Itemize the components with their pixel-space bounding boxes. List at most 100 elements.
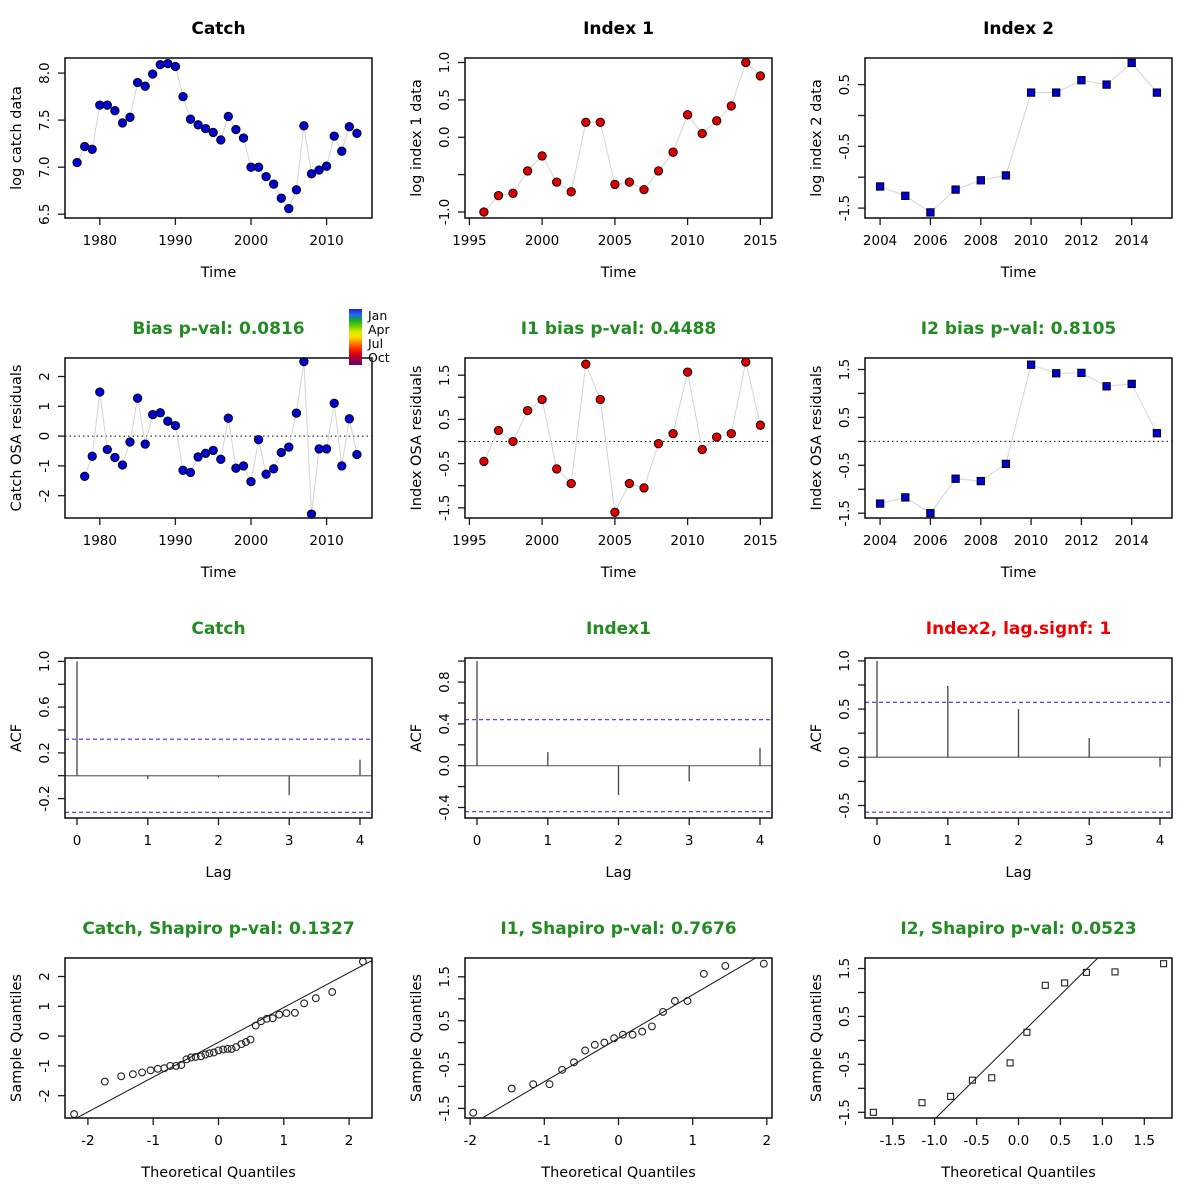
svg-text:2005: 2005	[598, 233, 632, 249]
svg-text:1: 1	[144, 833, 153, 849]
svg-text:-1.5: -1.5	[837, 500, 853, 526]
svg-text:Sample Quantiles: Sample Quantiles	[409, 974, 425, 1102]
svg-text:4: 4	[356, 833, 365, 849]
svg-text:Time: Time	[200, 265, 237, 281]
svg-text:-2: -2	[37, 1089, 53, 1102]
month-color-legend	[349, 309, 362, 365]
plot-svg-catch-qq: Catch, Shapiro p-val: 0.1327 -2 -1 0 1 2 2 1 0 -1…	[9, 919, 373, 1181]
plot-svg-index2-bias: I2 bias p-val: 0.8105 2004 2006 2008 2010 201…	[809, 319, 1173, 581]
svg-text:-1.0: -1.0	[921, 1133, 947, 1149]
svg-text:2006: 2006	[913, 533, 947, 549]
svg-text:1: 1	[37, 402, 53, 411]
svg-text:1980: 1980	[83, 233, 117, 249]
svg-text:2014: 2014	[1115, 533, 1149, 549]
svg-text:Catch: Catch	[191, 19, 245, 39]
svg-text:Theoretical Quantiles: Theoretical Quantiles	[940, 1165, 1096, 1181]
svg-text:2004: 2004	[863, 233, 897, 249]
svg-text:-2: -2	[463, 1133, 476, 1149]
svg-text:0.5: 0.5	[837, 1006, 853, 1027]
svg-text:Jan: Jan	[367, 308, 387, 323]
svg-text:2015: 2015	[743, 533, 777, 549]
svg-text:-1: -1	[37, 1059, 53, 1072]
svg-text:0.8: 0.8	[437, 671, 453, 692]
svg-text:2008: 2008	[964, 233, 998, 249]
svg-text:1.0: 1.0	[437, 52, 453, 73]
svg-text:3: 3	[285, 833, 294, 849]
svg-text:1980: 1980	[83, 533, 117, 549]
svg-text:2000: 2000	[234, 533, 268, 549]
svg-text:1.0: 1.0	[837, 650, 853, 671]
svg-text:2005: 2005	[598, 533, 632, 549]
svg-text:2015: 2015	[743, 233, 777, 249]
svg-text:Lag: Lag	[605, 865, 631, 881]
svg-text:-2: -2	[37, 489, 53, 502]
svg-text:-0.5: -0.5	[437, 1051, 453, 1077]
svg-text:Time: Time	[200, 565, 237, 581]
svg-text:2010: 2010	[670, 533, 704, 549]
svg-text:Index OSA residuals: Index OSA residuals	[809, 366, 825, 511]
svg-text:-0.5: -0.5	[837, 1051, 853, 1077]
plot-index1-qq: I1, Shapiro p-val: 0.7676 -2 -1 0 1 2 1.5 0.5 -0…	[400, 900, 800, 1200]
svg-text:6.5: 6.5	[37, 203, 53, 224]
svg-text:Bias p-val: 0.0816: Bias p-val: 0.0816	[132, 319, 304, 339]
svg-text:-1.5: -1.5	[880, 1133, 906, 1149]
svg-text:0: 0	[873, 833, 882, 849]
svg-text:Theoretical Quantiles: Theoretical Quantiles	[540, 1165, 696, 1181]
svg-text:0.0: 0.0	[1008, 1133, 1029, 1149]
plot-catch-data: Catch 1980 1990 2000 2010 6.5 7.0 7.5 8.0 Time log…	[0, 0, 400, 300]
svg-text:Oct: Oct	[368, 350, 390, 365]
plot-index1-data: Index 1 1995 2000 2005 2010 2015 1.0 0.5 0.0 -1.0…	[400, 0, 800, 300]
svg-text:log index 1 data: log index 1 data	[409, 79, 425, 197]
svg-text:Lag: Lag	[1005, 865, 1031, 881]
svg-text:-1.5: -1.5	[437, 495, 453, 521]
plot-index2-bias: I2 bias p-val: 0.8105 2004 2006 2008 2010 201…	[800, 300, 1200, 600]
svg-text:0: 0	[214, 1133, 223, 1149]
svg-text:1: 1	[544, 833, 553, 849]
svg-text:0.2: 0.2	[37, 742, 53, 763]
svg-text:7.5: 7.5	[37, 109, 53, 130]
svg-text:Index2, lag.signf: 1: Index2, lag.signf: 1	[926, 619, 1111, 639]
svg-text:0: 0	[614, 1133, 623, 1149]
svg-text:0.5: 0.5	[437, 89, 453, 110]
plot-index1-bias: I1 bias p-val: 0.4488 1995 2000 2005 2010 201…	[400, 300, 800, 600]
svg-text:0.5: 0.5	[837, 698, 853, 719]
plot-index1-acf: Index1 0 1 2 3 4 0.8 0.4 0.0 -0.4 Lag ACF	[400, 600, 800, 900]
svg-text:1990: 1990	[158, 533, 192, 549]
svg-text:I1, Shapiro p-val: 0.7676: I1, Shapiro p-val: 0.7676	[500, 919, 736, 939]
svg-text:-0.5: -0.5	[963, 1133, 989, 1149]
svg-text:1.0: 1.0	[37, 651, 53, 672]
svg-text:Catch OSA residuals: Catch OSA residuals	[9, 365, 25, 512]
svg-text:0.5: 0.5	[1050, 1133, 1071, 1149]
plot-index2-acf: Index2, lag.signf: 1 0 1 2 3 4 1.0 0.5 0.0 -0.5 La…	[800, 600, 1200, 900]
svg-text:0.0: 0.0	[437, 127, 453, 148]
svg-text:2: 2	[214, 833, 223, 849]
svg-text:2012: 2012	[1064, 533, 1098, 549]
svg-text:1: 1	[37, 1002, 53, 1011]
svg-text:8.0: 8.0	[37, 62, 53, 83]
svg-text:2010: 2010	[670, 233, 704, 249]
svg-text:-0.2: -0.2	[37, 785, 53, 811]
plot-svg-index1-acf: Index1 0 1 2 3 4 0.8 0.4 0.0 -0.4 Lag ACF	[409, 619, 773, 881]
plot-svg-index2-acf: Index2, lag.signf: 1 0 1 2 3 4 1.0 0.5 0.0 -0.5 La…	[809, 619, 1173, 881]
svg-text:0.5: 0.5	[437, 409, 453, 430]
svg-text:2012: 2012	[1064, 233, 1098, 249]
plot-svg-index1-bias: I1 bias p-val: 0.4488 1995 2000 2005 2010 201…	[409, 319, 778, 581]
svg-text:0.4: 0.4	[437, 713, 453, 734]
svg-text:I2 bias p-val: 0.8105: I2 bias p-val: 0.8105	[921, 319, 1117, 339]
svg-text:0.0: 0.0	[837, 747, 853, 768]
svg-text:Index 1: Index 1	[583, 19, 654, 39]
svg-text:2004: 2004	[863, 533, 897, 549]
svg-text:Lag: Lag	[205, 865, 231, 881]
svg-text:-0.4: -0.4	[437, 794, 453, 820]
svg-text:4: 4	[756, 833, 765, 849]
svg-text:0.6: 0.6	[37, 696, 53, 717]
svg-text:2006: 2006	[913, 233, 947, 249]
svg-text:0.5: 0.5	[437, 1010, 453, 1031]
svg-text:Time: Time	[600, 265, 637, 281]
svg-text:1: 1	[688, 1133, 697, 1149]
svg-text:ACF: ACF	[409, 724, 425, 752]
svg-text:3: 3	[1085, 833, 1094, 849]
svg-text:-2: -2	[81, 1133, 94, 1149]
svg-text:1995: 1995	[452, 533, 486, 549]
